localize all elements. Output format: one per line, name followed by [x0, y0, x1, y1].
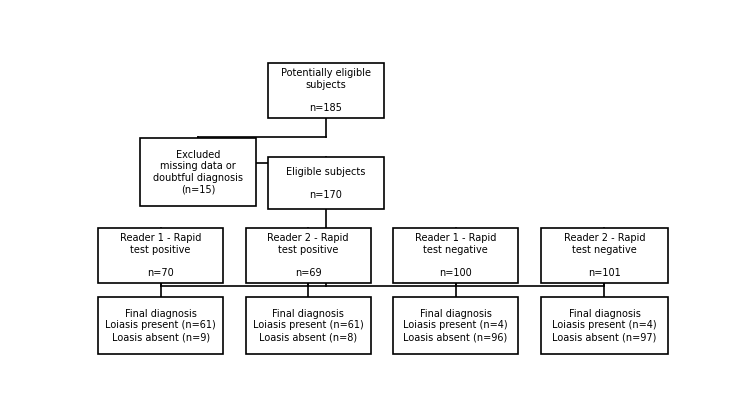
- Text: Final diagnosis
Loiasis present (n=61)
Loasis absent (n=8): Final diagnosis Loiasis present (n=61) L…: [252, 309, 363, 342]
- FancyBboxPatch shape: [268, 157, 383, 209]
- Text: Excluded
missing data or
doubtful diagnosis
(n=15): Excluded missing data or doubtful diagno…: [153, 150, 243, 195]
- Text: Reader 1 - Rapid
test positive

n=70: Reader 1 - Rapid test positive n=70: [120, 233, 201, 278]
- FancyBboxPatch shape: [246, 297, 371, 354]
- FancyBboxPatch shape: [140, 138, 256, 206]
- Text: Eligible subjects

n=170: Eligible subjects n=170: [286, 166, 366, 200]
- Text: Final diagnosis
Loiasis present (n=4)
Loasis absent (n=97): Final diagnosis Loiasis present (n=4) Lo…: [552, 309, 657, 342]
- FancyBboxPatch shape: [541, 297, 668, 354]
- FancyBboxPatch shape: [268, 63, 383, 118]
- Text: Reader 2 - Rapid
test negative

n=101: Reader 2 - Rapid test negative n=101: [564, 233, 645, 278]
- Text: Reader 2 - Rapid
test positive

n=69: Reader 2 - Rapid test positive n=69: [267, 233, 349, 278]
- Text: Potentially eligible
subjects

n=185: Potentially eligible subjects n=185: [281, 68, 371, 113]
- FancyBboxPatch shape: [541, 228, 668, 283]
- FancyBboxPatch shape: [98, 228, 223, 283]
- FancyBboxPatch shape: [246, 228, 371, 283]
- FancyBboxPatch shape: [393, 228, 518, 283]
- Text: Reader 1 - Rapid
test negative

n=100: Reader 1 - Rapid test negative n=100: [415, 233, 497, 278]
- FancyBboxPatch shape: [98, 297, 223, 354]
- Text: Final diagnosis
Loiasis present (n=61)
Loasis absent (n=9): Final diagnosis Loiasis present (n=61) L…: [106, 309, 216, 342]
- FancyBboxPatch shape: [393, 297, 518, 354]
- Text: Final diagnosis
Loiasis present (n=4)
Loasis absent (n=96): Final diagnosis Loiasis present (n=4) Lo…: [403, 309, 508, 342]
